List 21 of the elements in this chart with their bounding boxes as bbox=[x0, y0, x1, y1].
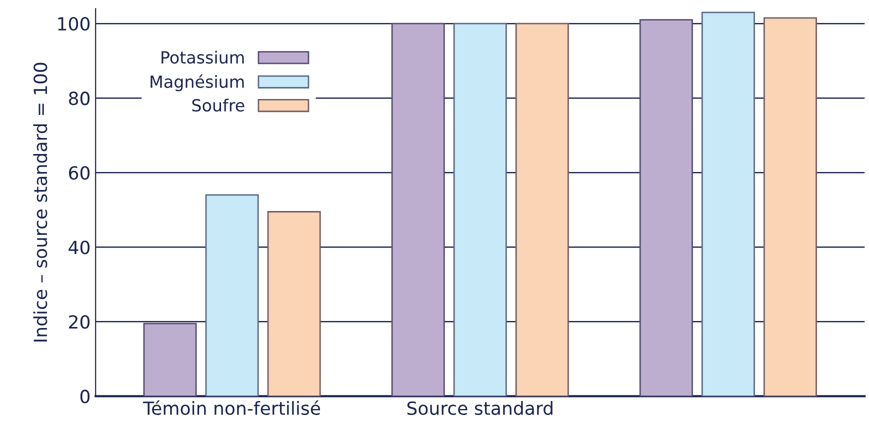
y-tick-label: 80 bbox=[68, 92, 90, 106]
legend-label: Soufre bbox=[192, 98, 244, 112]
bar bbox=[143, 322, 197, 396]
legend-label: Magnésium bbox=[150, 74, 244, 92]
bar bbox=[453, 22, 507, 396]
y-tick-label: 40 bbox=[68, 240, 90, 254]
bar bbox=[205, 194, 259, 396]
y-tick-label: 60 bbox=[69, 166, 90, 180]
bar bbox=[391, 22, 445, 396]
y-tick-label: 0 bbox=[80, 390, 90, 404]
legend-label: Potassium bbox=[162, 50, 244, 64]
y-tick-label: 20 bbox=[69, 315, 90, 329]
bar bbox=[267, 211, 321, 396]
bar bbox=[701, 12, 755, 396]
x-tick-label: Témoin non-fertilisé bbox=[143, 400, 320, 416]
y-axis-title: Indice – source standard = 100 bbox=[33, 62, 48, 342]
x-tick-label: Source standard bbox=[407, 401, 552, 416]
bar bbox=[515, 22, 569, 396]
y-tick-label: 100 bbox=[58, 17, 90, 31]
bar bbox=[763, 17, 817, 396]
bar bbox=[639, 19, 693, 396]
